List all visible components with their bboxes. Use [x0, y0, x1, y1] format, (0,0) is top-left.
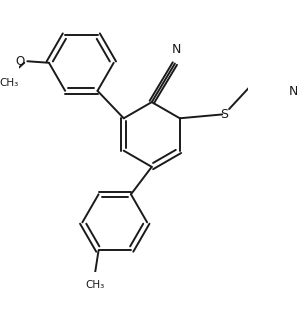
- Text: CH₃: CH₃: [85, 280, 104, 290]
- Text: O: O: [15, 55, 24, 68]
- Text: CH₃: CH₃: [0, 78, 18, 88]
- Text: N: N: [172, 43, 181, 56]
- Text: S: S: [220, 108, 228, 121]
- Text: N: N: [288, 85, 297, 98]
